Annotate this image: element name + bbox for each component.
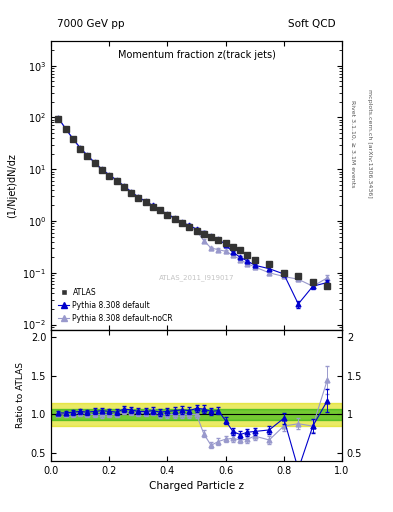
Text: Momentum fraction z(track jets): Momentum fraction z(track jets) xyxy=(118,50,275,59)
Text: Rivet 3.1.10, ≥ 3.1M events: Rivet 3.1.10, ≥ 3.1M events xyxy=(350,100,355,187)
Text: ATLAS_2011_I919017: ATLAS_2011_I919017 xyxy=(159,274,234,281)
X-axis label: Charged Particle z: Charged Particle z xyxy=(149,481,244,491)
Bar xyxy=(51,409,342,420)
Legend: ATLAS, Pythia 8.308 default, Pythia 8.308 default-noCR: ATLAS, Pythia 8.308 default, Pythia 8.30… xyxy=(55,285,176,326)
Y-axis label: Ratio to ATLAS: Ratio to ATLAS xyxy=(16,362,25,428)
Text: mcplots.cern.ch [arXiv:1306.3436]: mcplots.cern.ch [arXiv:1306.3436] xyxy=(367,89,373,198)
Y-axis label: (1/Njet)dN/dz: (1/Njet)dN/dz xyxy=(7,153,17,218)
Text: 7000 GeV pp: 7000 GeV pp xyxy=(57,19,125,29)
Bar xyxy=(51,403,342,426)
Text: Soft QCD: Soft QCD xyxy=(288,19,336,29)
